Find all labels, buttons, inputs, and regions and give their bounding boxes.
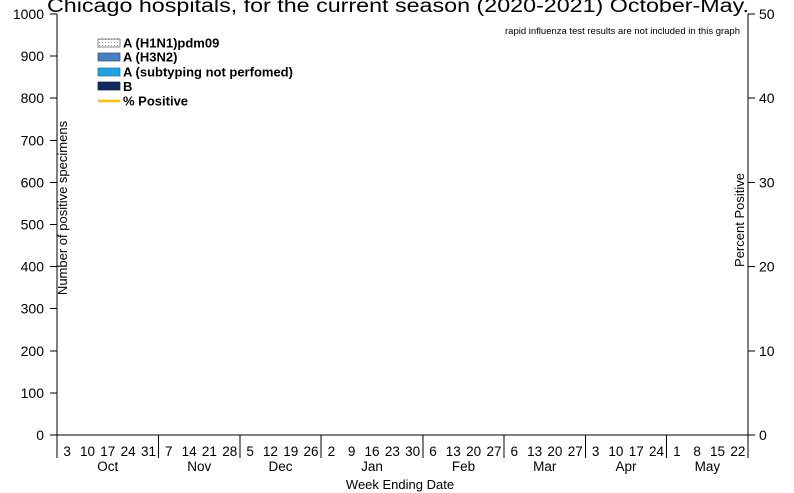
chart-title: Chicago hospitals, for the current seaso…	[47, 0, 749, 17]
y-tick-label: 800	[21, 90, 45, 106]
x-month-label: Jan	[361, 459, 383, 474]
x-week-label: 15	[710, 444, 725, 459]
x-week-label: 6	[429, 444, 437, 459]
x-week-label: 26	[304, 444, 319, 459]
x-week-label: 30	[405, 444, 420, 459]
y-tick-label: 700	[21, 132, 45, 148]
legend-label-percent-positive: % Positive	[123, 94, 188, 109]
legend-swatch-a-unsubtyped	[97, 67, 121, 77]
x-month-label: Dec	[269, 459, 293, 474]
x-week-label: 13	[527, 444, 542, 459]
y-tick-label: 400	[21, 259, 45, 275]
x-week-label: 3	[63, 444, 71, 459]
y-tick-label: 300	[21, 301, 45, 317]
y-tick-label: 900	[21, 48, 45, 64]
legend-swatch-h1n1	[97, 38, 121, 48]
x-week-label: 21	[202, 444, 217, 459]
x-week-label: 20	[547, 444, 562, 459]
x-week-label: 16	[364, 444, 379, 459]
x-week-label: 2	[328, 444, 336, 459]
x-week-label: 3	[592, 444, 600, 459]
x-week-label: 31	[141, 444, 156, 459]
x-week-label: 19	[283, 444, 298, 459]
y-tick-label: 200	[21, 343, 45, 359]
x-week-label: 27	[486, 444, 501, 459]
x-week-label: 7	[165, 444, 173, 459]
y-tick-label: 600	[21, 174, 45, 190]
x-week-label: 20	[466, 444, 481, 459]
y-tick-label: 100	[21, 385, 45, 401]
y2-tick-label: 0	[759, 427, 767, 443]
legend-item-a-unsubtyped: A (subtyping not perfomed)	[97, 65, 293, 80]
x-week-label: 6	[511, 444, 519, 459]
y-tick-label: 1000	[13, 6, 44, 22]
y2-axis-ticks: 0 10 20 30 40 50	[748, 6, 775, 443]
legend-item-h3n2: A (H3N2)	[97, 50, 177, 65]
x-week-label: 10	[80, 444, 95, 459]
chart-note: rapid influenza test results are not inc…	[505, 26, 740, 37]
y-tick-label: 0	[36, 427, 44, 443]
x-week-label: 1	[673, 444, 681, 459]
x-month-label: Mar	[533, 459, 557, 474]
x-week-label: 17	[100, 444, 115, 459]
y2-tick-label: 10	[759, 343, 775, 359]
x-week-label: 28	[222, 444, 237, 459]
legend-label-b: B	[123, 79, 132, 94]
x-week-label: 10	[608, 444, 623, 459]
legend-item-b: B	[97, 79, 132, 94]
x-week-label: 24	[121, 444, 137, 459]
legend-item-percent-positive: % Positive	[98, 94, 188, 109]
x-week-label: 8	[693, 444, 701, 459]
x-month-label: May	[695, 459, 721, 474]
y2-tick-label: 40	[759, 90, 775, 106]
y-tick-label: 500	[21, 217, 45, 233]
y2-tick-label: 20	[759, 259, 775, 275]
legend-item-h1n1: A (H1N1)pdm09	[97, 36, 219, 51]
y-axis-ticks: 0 100 200 300 400 500 600 700 800 900 1000	[13, 6, 57, 443]
legend-swatch-b	[97, 81, 121, 91]
x-week-label: 9	[348, 444, 356, 459]
x-month-label: Apr	[616, 459, 638, 474]
x-week-label: 22	[730, 444, 745, 459]
x-week-label: 27	[568, 444, 583, 459]
x-month-label: Feb	[452, 459, 475, 474]
x-week-label: 14	[182, 444, 198, 459]
x-week-label: 5	[246, 444, 254, 459]
x-week-label: 23	[385, 444, 400, 459]
y2-tick-label: 30	[759, 174, 775, 190]
x-week-label: 13	[446, 444, 461, 459]
legend-label-h3n2: A (H3N2)	[123, 50, 177, 65]
x-axis-title: Week Ending Date	[346, 477, 454, 492]
x-month-label: Oct	[97, 459, 118, 474]
legend-swatch-h3n2	[97, 52, 121, 62]
x-month-label: Nov	[187, 459, 211, 474]
legend-label-a-unsubtyped: A (subtyping not perfomed)	[123, 65, 293, 80]
x-week-label: 17	[629, 444, 644, 459]
y2-axis-title: Percent Positive	[732, 173, 747, 267]
legend-label-h1n1: A (H1N1)pdm09	[123, 36, 219, 51]
x-week-label: 24	[649, 444, 665, 459]
y2-tick-label: 50	[759, 6, 775, 22]
y-axis-title: Number of positive specimens	[55, 120, 70, 295]
legend: A (H1N1)pdm09 A (H3N2) A (subtyping not …	[97, 36, 293, 109]
x-week-label: 12	[263, 444, 278, 459]
